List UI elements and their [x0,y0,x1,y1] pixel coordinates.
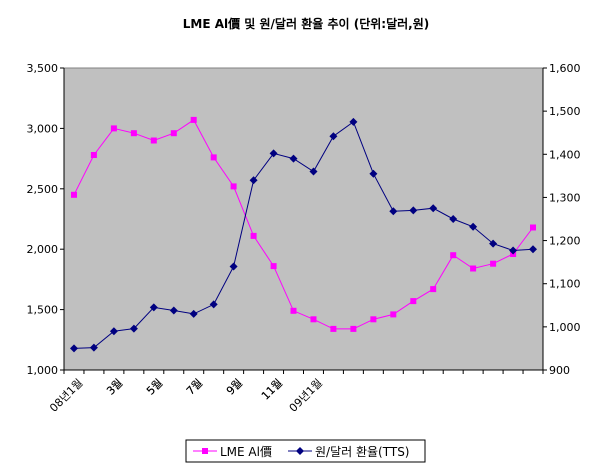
series-0-point [470,265,477,272]
right-tick-label: 1,200 [549,235,581,248]
right-axis: 900 1,000 1,100 1,200 1,300 1,400 1,500 1,600 [542,62,581,377]
series-0-point [450,252,457,259]
series-0-point [530,224,536,231]
series-line-1 [73,121,534,349]
legend-marker-fx [296,447,304,455]
series-0-point [350,325,357,332]
series-0-point [370,316,377,323]
series-0-point [210,154,217,161]
series-1-point [309,167,318,176]
series-0-point [290,307,297,314]
x-tick-label: 9월 [224,376,245,397]
left-tick-label: 1,000 [27,364,59,377]
series-layer [70,116,537,353]
x-tick-label: 09년1월 [287,376,325,414]
x-tick-label: 7월 [184,376,205,397]
x-tick-label: 08년1월 [47,376,85,414]
series-1-point [149,303,158,312]
right-tick-label: 1,600 [549,62,581,75]
series-1-point [229,262,238,271]
series-1-point [89,343,98,352]
series-1-point [129,324,138,333]
left-tick-label: 2,500 [27,183,59,196]
series-1-point [369,169,378,178]
series-1-point [449,215,458,223]
right-tick-label: 1,500 [549,105,581,118]
right-tick-label: 1,300 [549,191,581,204]
series-0-point [410,298,417,305]
series-1-point [209,300,218,309]
left-axis: 1,000 1,500 2,000 2,500 3,000 3,500 [27,62,65,377]
series-1-point [189,309,198,318]
left-tick-label: 3,500 [27,62,59,75]
series-0-point [330,325,337,332]
right-tick-label: 1,400 [549,148,581,161]
series-1-point [389,207,398,216]
legend: LME Al價 원/달러 환율(TTS) [185,439,426,463]
series-1-point [409,206,418,215]
series-1-point [349,117,358,126]
legend-label-fx: 원/달러 환율(TTS) [315,445,410,459]
series-0-point [190,116,197,123]
series-1-point [469,222,478,231]
series-0-point [110,125,117,132]
series-0-point [390,311,397,318]
series-1-point [70,344,78,353]
series-0-point [130,130,137,137]
series-1-point [269,149,278,158]
series-1-point [249,176,258,185]
right-tick-label: 1,000 [549,321,581,334]
series-1-point [489,239,498,248]
x-tick-label: 5월 [144,376,165,397]
series-0-point [270,263,277,270]
x-tick-label: 11월 [259,376,285,402]
series-0-point [150,137,157,144]
series-1-point [509,246,518,255]
series-1-point [529,245,537,254]
series-0-point [90,152,97,158]
x-tick-label: 3월 [104,376,125,397]
chart-title: LME Al價 및 원/달러 환율 추이 (단위:달러,원) [183,16,429,31]
series-1-point [109,327,118,336]
left-tick-label: 2,000 [27,243,59,256]
legend-label-lme: LME Al價 [220,445,272,459]
series-1-point [429,204,438,213]
series-1-point [169,306,178,315]
series-1-point [289,154,298,163]
series-1-point [329,132,338,141]
series-line-0 [73,119,534,330]
left-tick-label: 1,500 [27,304,59,317]
series-0-point [310,316,317,323]
legend-marker-lme [202,448,208,454]
series-0-point [250,232,257,239]
series-0-point [430,286,437,293]
left-tick-label: 3,000 [27,122,59,135]
series-0-point [170,130,177,137]
plot-area [63,67,544,371]
right-tick-label: 1,100 [549,278,581,291]
series-0-point [71,191,77,198]
right-tick-label: 900 [549,364,570,377]
series-0-point [230,183,237,190]
series-0-point [490,260,497,267]
